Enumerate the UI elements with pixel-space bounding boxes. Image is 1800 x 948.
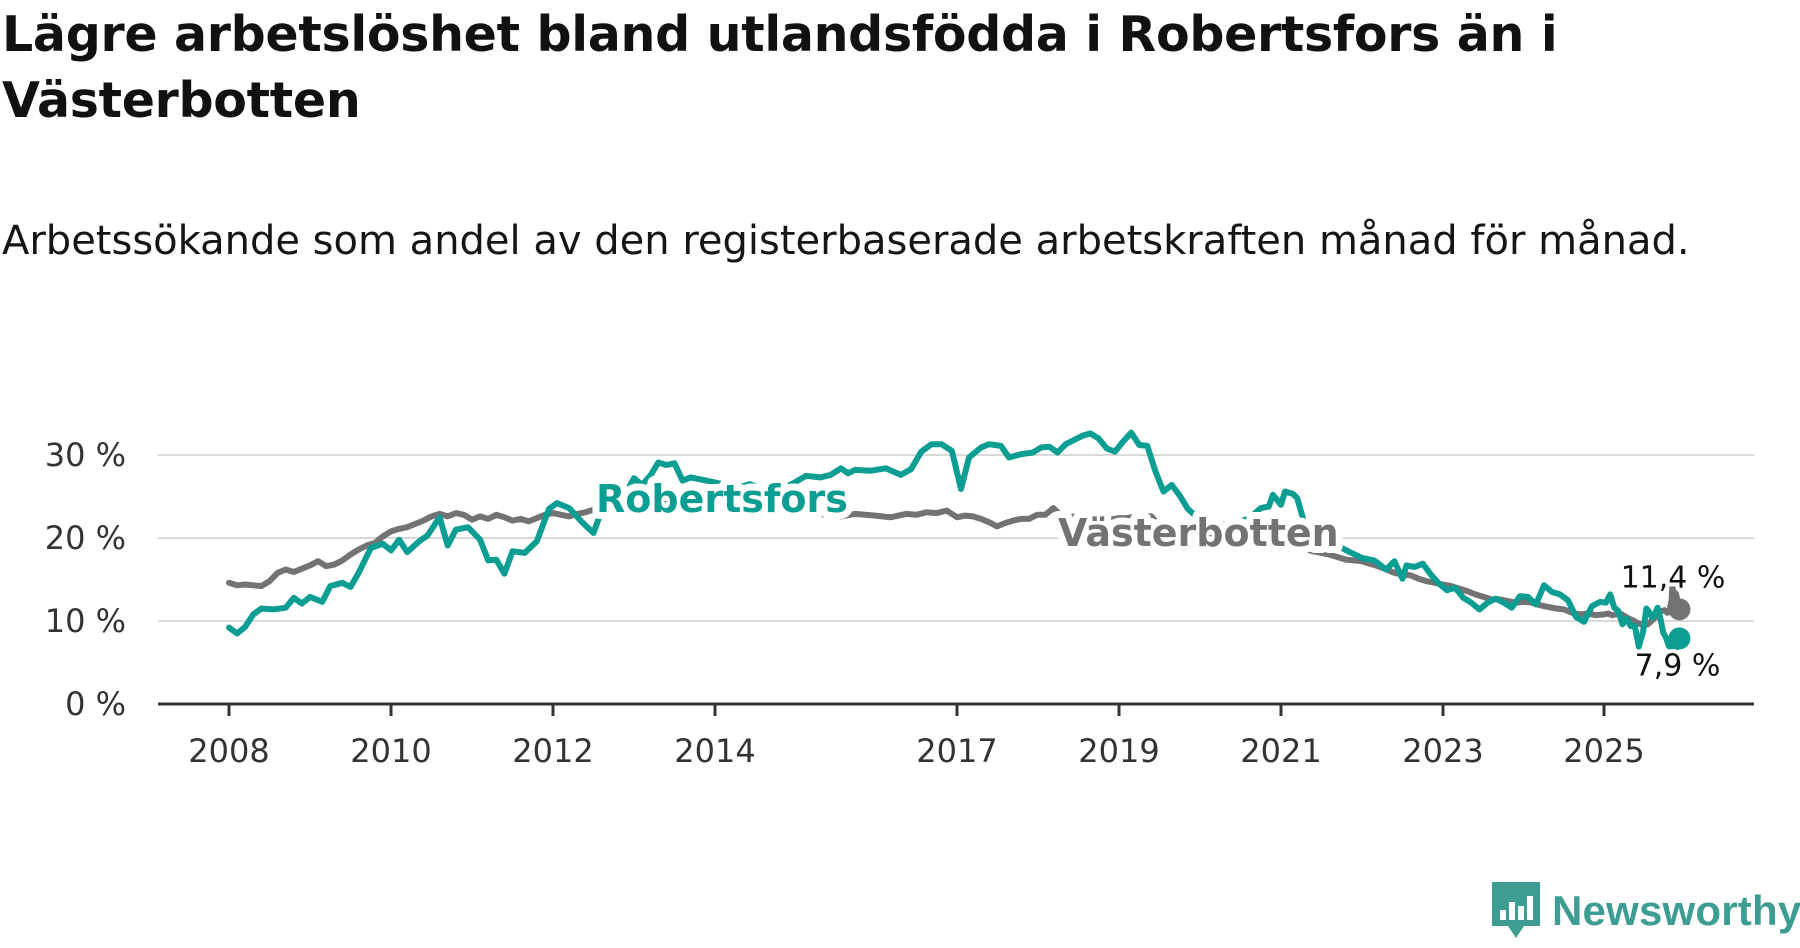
series-lines (226, 429, 1691, 653)
y-tick-label: 30 % (45, 436, 126, 474)
chart-title: Lägre arbetslöshet bland utlandsfödda i … (2, 6, 1558, 129)
y-tick-label: 0 % (65, 685, 126, 723)
x-tick-label: 2017 (916, 732, 997, 770)
series-labels: Robertsfors Västerbotten 11,4 % 7,9 % (589, 470, 1729, 687)
y-tick-label: 10 % (45, 602, 126, 640)
x-tick-label: 2025 (1563, 732, 1644, 770)
x-tick-label: 2023 (1402, 732, 1483, 770)
bar-chart-badge-icon (1492, 882, 1540, 938)
end-label-vasterbotten: 11,4 % (1621, 560, 1726, 595)
series-label-robertsfors: Robertsfors (596, 477, 848, 521)
x-tick-label: 2019 (1078, 732, 1159, 770)
axes: 0 % 10 % 20 % 30 % 2008 2010 2012 2014 2017 2019 2… (45, 436, 1754, 770)
brand-name: Newsworthy (1552, 887, 1800, 934)
y-tick-label: 20 % (45, 519, 126, 557)
x-tick-label: 2012 (512, 732, 593, 770)
series-label-vasterbotten: Västerbotten (1058, 511, 1339, 555)
chart-subtitle: Arbetssökande som andel av den registerb… (2, 218, 1690, 264)
series-line-vasterbotten (226, 496, 1683, 629)
series-line-robertsfors (226, 429, 1683, 653)
x-tick-label: 2014 (674, 732, 755, 770)
newsworthy-brand[interactable]: Newsworthy (1490, 880, 1800, 942)
x-tick-label: 2008 (188, 732, 269, 770)
x-tick-label: 2010 (350, 732, 431, 770)
end-point-robertsfors (1668, 627, 1691, 650)
x-tick-label: 2021 (1240, 732, 1321, 770)
end-label-robertsfors: 7,9 % (1635, 648, 1721, 683)
end-point-vasterbotten (1668, 598, 1691, 621)
